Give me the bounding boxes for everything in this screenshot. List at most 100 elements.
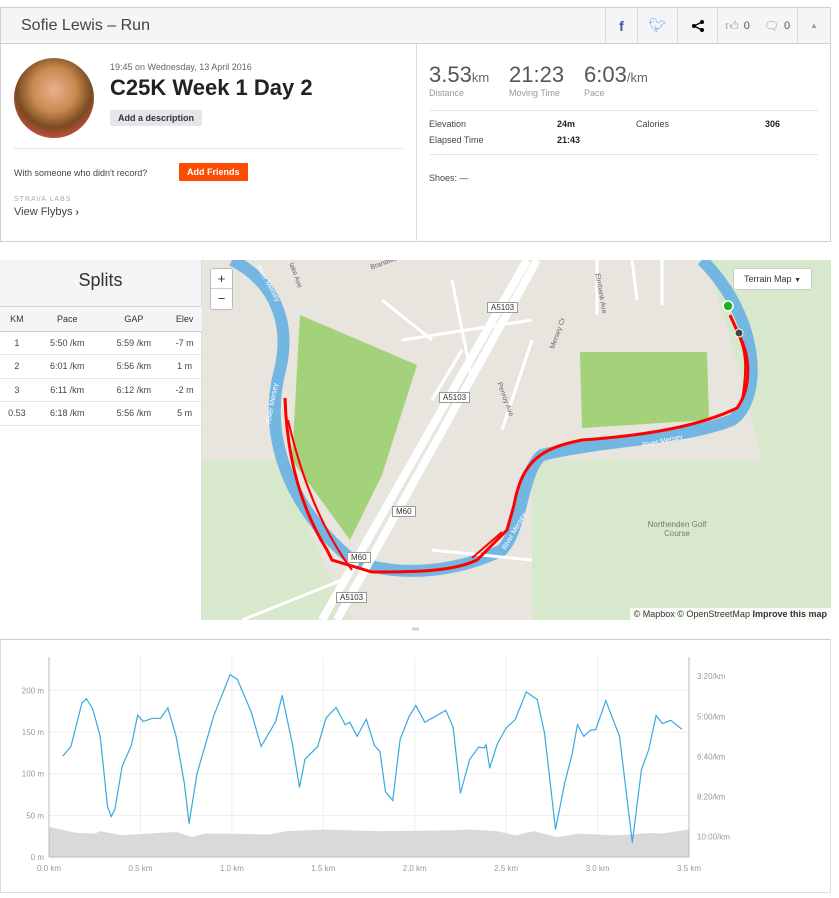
pace-point [415, 704, 417, 706]
pace-point [121, 765, 123, 767]
pace-point [670, 719, 672, 721]
pace-point [365, 718, 367, 720]
pace-point [114, 809, 116, 811]
zoom-controls: + − [210, 268, 233, 310]
road-label: A5103 [487, 302, 519, 313]
elapsed-value: 21:43 [557, 135, 581, 145]
avatar[interactable] [14, 58, 94, 138]
chart-svg[interactable]: 0.0 km 0.5 km 1.0 km 1.5 km 2.0 km 2.5 km 3.0 … [1, 640, 832, 893]
pace-point [631, 842, 633, 844]
attribution-text[interactable]: © Mapbox © OpenStreetMap [633, 609, 750, 619]
pace-point [62, 755, 64, 757]
pace-point [605, 700, 607, 702]
pace-point [544, 732, 546, 734]
split-row[interactable]: 3 6:11 /km 6:12 /km -2 m [0, 378, 202, 402]
facebook-share-button[interactable]: f [605, 7, 637, 44]
road-label: A5103 [336, 592, 368, 603]
pace-point [250, 711, 252, 713]
split-cell: 5:56 /km [100, 401, 168, 426]
split-cell: 6:18 /km [33, 401, 101, 426]
x-tick-label: 2.0 km [403, 864, 427, 873]
add-description-button[interactable]: Add a description [110, 110, 203, 126]
route-map[interactable]: A5103 A5103 A5103 M60 M60 River Mersey R… [202, 260, 831, 620]
start-marker[interactable] [722, 300, 734, 312]
pace-point [160, 717, 162, 719]
x-tick-label: 3.0 km [586, 864, 610, 873]
share-button[interactable] [677, 7, 717, 44]
terrain-map-dropdown[interactable]: Terrain Map ▼ [733, 268, 812, 290]
pace-point [681, 728, 683, 730]
pace-point [459, 792, 461, 794]
pace-point [213, 715, 215, 717]
pace-point [505, 727, 507, 729]
with-someone-text: With someone who didn't record? [14, 168, 148, 178]
split-cell: 1 [0, 331, 34, 355]
activity-title: C25K Week 1 Day 2 [110, 75, 313, 100]
pace-point [392, 799, 394, 801]
pace-point [260, 745, 262, 747]
pace-point [424, 721, 426, 723]
pace-point [619, 735, 621, 737]
drag-handle-icon: ═ [411, 624, 420, 635]
x-tick-label: 3.5 km [677, 864, 701, 873]
caret-down-icon: ▼ [794, 277, 801, 284]
pace-point [236, 678, 238, 680]
pace-point [92, 709, 94, 711]
elevation-area [49, 827, 689, 857]
pace-point [188, 822, 190, 824]
zoom-in-button[interactable]: + [211, 269, 232, 289]
pace-point [564, 782, 566, 784]
split-cell: 5 m [167, 401, 202, 426]
pace-point [583, 735, 585, 737]
pace-point [281, 694, 283, 696]
pace-point [514, 719, 516, 721]
pace-point [469, 759, 471, 761]
twitter-icon: 🐦︎ [648, 17, 667, 33]
pace-point [85, 698, 87, 700]
split-cell: 5:59 /km [100, 331, 168, 355]
split-row[interactable]: 1 5:50 /km 5:59 /km -7 m [0, 331, 202, 355]
pace-point [142, 721, 144, 723]
split-cell: 6:01 /km [33, 354, 101, 379]
split-cell: 5:50 /km [33, 331, 101, 355]
split-cell: 2 [0, 354, 34, 379]
pace-point [576, 724, 578, 726]
x-tick-label: 1.0 km [220, 864, 244, 873]
green-area [707, 260, 831, 620]
pace-point [151, 717, 153, 719]
pace-point [70, 745, 72, 747]
col-pace: Pace [33, 307, 101, 332]
finish-marker[interactable] [734, 328, 744, 338]
pace-point [640, 769, 642, 771]
zoom-out-button[interactable]: − [217, 291, 226, 306]
green-area [202, 460, 352, 620]
split-row[interactable]: 0.53 6:18 /km 5:56 /km 5 m [0, 401, 202, 426]
pace-point [130, 745, 132, 747]
pace-point [167, 707, 169, 709]
twitter-share-button[interactable]: 🐦︎ [637, 7, 677, 44]
improve-map-link[interactable]: Improve this map [752, 609, 827, 619]
x-tick-label: 2.5 km [494, 864, 518, 873]
comment-icon: 🗨︎ [763, 18, 780, 33]
pace-point [81, 702, 83, 704]
pace-point [356, 735, 358, 737]
pace-point [335, 707, 337, 709]
map-canvas[interactable] [202, 260, 831, 620]
calories-value: 306 [765, 119, 781, 129]
view-flybys-link[interactable]: View Flybys › [14, 206, 79, 218]
split-row[interactable]: 2 6:01 /km 5:56 /km 1 m [0, 354, 202, 379]
divider [14, 148, 403, 149]
comments-button[interactable]: 🗨︎ 0 [757, 8, 797, 44]
activity-date: 19:45 on Wednesday, 13 April 2016 [110, 62, 252, 72]
pace-point [384, 791, 386, 793]
collapse-button[interactable]: ▲ [797, 7, 830, 44]
resize-handle[interactable]: ═ [0, 620, 831, 640]
y-right-tick-label: 3:20/km [697, 672, 726, 681]
add-friends-button[interactable]: Add Friends [179, 163, 248, 181]
x-tick-label: 0.5 km [128, 864, 152, 873]
pace-point [137, 714, 139, 716]
kudos-button[interactable]: 👍︎ 0 [717, 7, 757, 44]
col-elev: Elev [167, 307, 202, 332]
pace-point [317, 745, 319, 747]
